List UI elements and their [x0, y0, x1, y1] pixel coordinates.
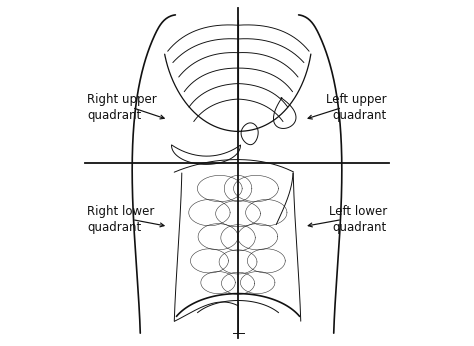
Text: Right lower
quadrant: Right lower quadrant: [87, 205, 155, 234]
Text: Left upper
quadrant: Left upper quadrant: [326, 93, 387, 122]
Text: Right upper
quadrant: Right upper quadrant: [87, 93, 157, 122]
Text: Left lower
quadrant: Left lower quadrant: [328, 205, 387, 234]
